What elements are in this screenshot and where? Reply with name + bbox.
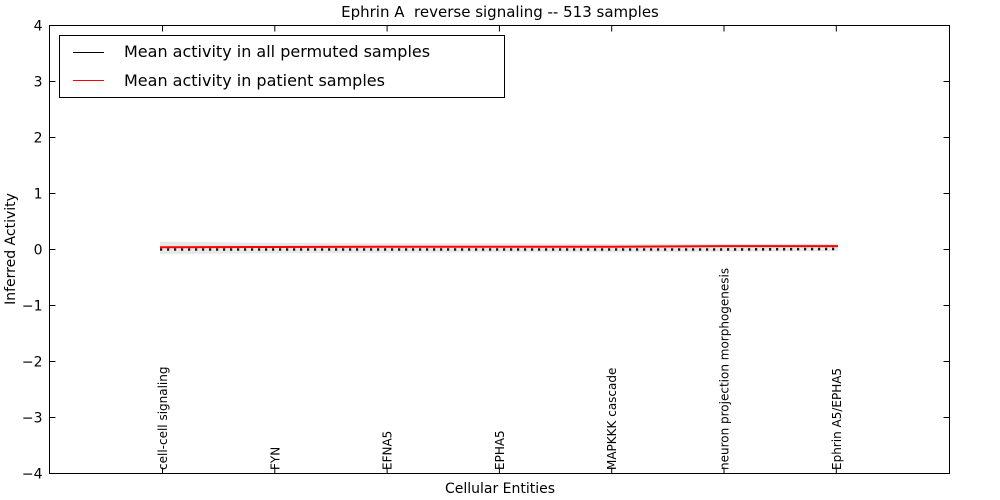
legend-entry-permuted: Mean activity in all permuted samples — [60, 40, 504, 64]
x-tick-label: EPHA5 — [493, 430, 507, 470]
x-tick-label: neuron projection morphogenesis — [718, 268, 732, 470]
legend-label-patient: Mean activity in patient samples — [124, 70, 385, 90]
x-tick-label: cell-cell signaling — [156, 367, 170, 471]
legend-line-sample-patient — [73, 80, 104, 82]
legend-line-sample-permuted — [73, 51, 104, 53]
y-tick-label: 2 — [34, 131, 43, 147]
permuted-mean-line — [160, 247, 838, 251]
y-tick-label: 1 — [34, 187, 43, 203]
y-tick-label: −3 — [22, 411, 43, 427]
legend-label-permuted: Mean activity in all permuted samples — [124, 42, 431, 62]
y-tick-label: 3 — [34, 75, 43, 91]
permuted-spread-band — [160, 241, 838, 254]
legend: Mean activity in all permuted samples Me… — [59, 35, 505, 98]
x-tick-label: Ephrin A5/EPHA5 — [830, 368, 844, 470]
x-tick-label: MAPKKK cascade — [605, 368, 619, 470]
y-tick-label: 0 — [34, 243, 43, 259]
legend-entry-patient: Mean activity in patient samples — [60, 69, 504, 93]
chart-title: Ephrin A reverse signaling -- 513 sample… — [341, 3, 659, 21]
y-tick-label: −4 — [22, 467, 43, 483]
x-tick-label: FYN — [268, 447, 282, 470]
patient-mean-line — [160, 245, 838, 249]
x-axis-label: Cellular Entities — [444, 481, 556, 497]
y-tick-label: −1 — [22, 299, 43, 315]
y-tick-label: 4 — [34, 19, 43, 35]
y-axis-label: Inferred Activity — [3, 193, 19, 305]
x-tick-label: EFNA5 — [381, 431, 395, 470]
y-tick-label: −2 — [22, 355, 43, 371]
